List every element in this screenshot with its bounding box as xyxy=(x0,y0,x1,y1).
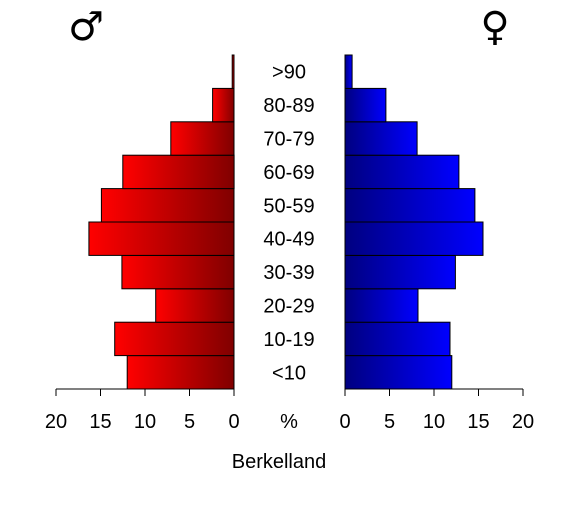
bar-left-8 xyxy=(212,87,235,123)
bar-left-9 xyxy=(231,54,235,89)
bar-left-5 xyxy=(100,188,235,223)
bar-left-3 xyxy=(121,254,235,290)
left-tick-label: 0 xyxy=(228,411,239,433)
left-tick-label: 10 xyxy=(134,411,156,433)
right-tick-label: 10 xyxy=(423,411,445,433)
bar-right-3 xyxy=(344,254,456,290)
age-group-labels: <10 10-19 20-29 30-39 40-49 50-59 60-69 70-79 80… xyxy=(263,62,314,385)
age-label: 20-29 xyxy=(263,296,314,318)
right-tick-label: 5 xyxy=(384,411,395,433)
right-x-axis: 0 5 10 15 20 xyxy=(339,388,534,433)
bar-right-2 xyxy=(344,288,419,323)
bar-left-0 xyxy=(126,355,235,390)
chart-caption: Berkelland xyxy=(232,451,327,473)
bar-right-5 xyxy=(344,188,476,223)
right-bars xyxy=(344,54,484,390)
left-x-axis: 0 5 10 15 20 xyxy=(45,388,240,433)
age-label: 50-59 xyxy=(263,195,314,217)
bar-left-6 xyxy=(122,154,235,190)
bar-right-7 xyxy=(344,121,418,156)
age-label: 60-69 xyxy=(263,162,314,184)
age-label: 70-79 xyxy=(263,129,314,151)
age-label: 40-49 xyxy=(263,229,314,251)
left-tick-label: 5 xyxy=(184,411,195,433)
bar-left-7 xyxy=(170,121,235,156)
bar-right-1 xyxy=(344,321,451,357)
female-symbol-icon: ♀ xyxy=(480,4,509,50)
age-label: >90 xyxy=(272,62,306,84)
bar-right-6 xyxy=(344,154,460,190)
axis-unit-label: % xyxy=(280,411,298,433)
bar-right-8 xyxy=(344,87,387,123)
left-bars xyxy=(88,54,235,390)
bar-left-2 xyxy=(155,288,235,323)
bar-left-1 xyxy=(114,321,235,357)
bar-right-4 xyxy=(344,221,484,256)
right-tick-label: 20 xyxy=(512,411,534,433)
bar-left-4 xyxy=(88,221,235,256)
left-tick-label: 15 xyxy=(89,411,111,433)
male-symbol-icon: ♂ xyxy=(68,4,104,50)
age-label: 80-89 xyxy=(263,95,314,117)
age-label: 10-19 xyxy=(263,329,314,351)
age-label: 30-39 xyxy=(263,262,314,284)
right-tick-label: 15 xyxy=(467,411,489,433)
right-tick-label: 0 xyxy=(339,411,350,433)
left-tick-label: 20 xyxy=(45,411,67,433)
bar-right-9 xyxy=(344,54,353,89)
age-label: <10 xyxy=(272,362,306,384)
bar-right-0 xyxy=(344,355,453,390)
